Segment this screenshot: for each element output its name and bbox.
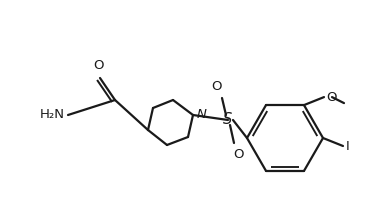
Text: O: O <box>212 80 222 93</box>
Text: S: S <box>223 112 233 128</box>
Text: I: I <box>346 140 350 153</box>
Text: O: O <box>234 148 244 161</box>
Text: N: N <box>197 108 207 122</box>
Text: O: O <box>326 90 336 104</box>
Text: H₂N: H₂N <box>40 108 65 122</box>
Text: O: O <box>93 59 103 72</box>
